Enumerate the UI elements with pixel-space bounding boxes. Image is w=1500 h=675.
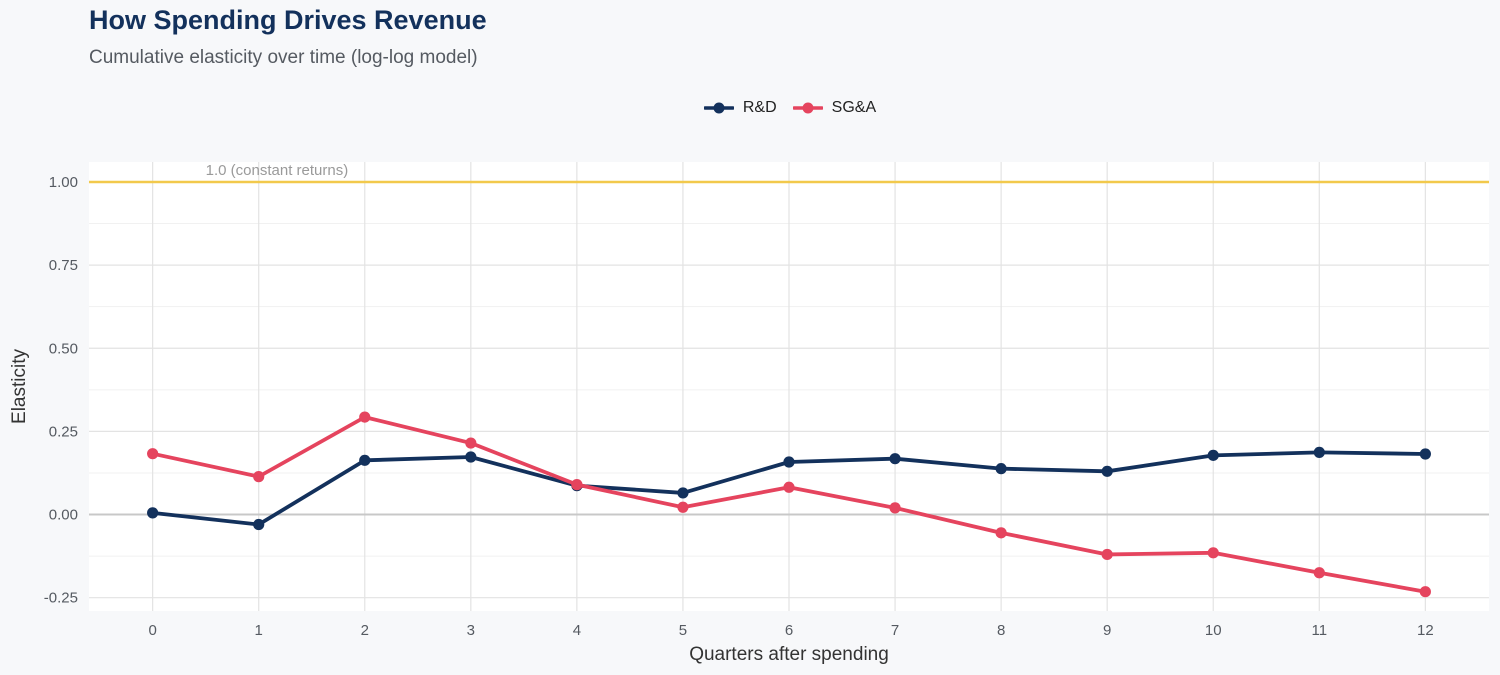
x-tick-label: 12 (1417, 622, 1434, 639)
y-tick-label: 0.50 (49, 340, 78, 357)
chart-title: How Spending Drives Revenue (89, 5, 487, 35)
x-tick-label: 9 (1103, 622, 1111, 639)
y-tick-label: 0.00 (49, 507, 78, 524)
x-tick-label: 4 (573, 622, 581, 639)
series-0-point (783, 456, 795, 468)
y-tick-label: 0.25 (49, 423, 78, 440)
series-1-point (359, 411, 371, 423)
y-tick-label: -0.25 (44, 590, 78, 607)
x-tick-label: 8 (997, 622, 1005, 639)
x-tick-label: 7 (891, 622, 899, 639)
series-1-point (465, 437, 477, 449)
x-tick-label: 10 (1205, 622, 1222, 639)
series-1-point (1419, 586, 1431, 598)
y-tick-label: 0.75 (49, 257, 78, 274)
series-0-point (1101, 465, 1113, 477)
legend-entry-rd: R&D (703, 99, 777, 117)
x-tick-label: 1 (255, 622, 263, 639)
series-1-point (783, 481, 795, 493)
x-tick-label: 2 (361, 622, 369, 639)
x-tick-label: 11 (1312, 622, 1328, 639)
legend-key-rd (703, 102, 734, 114)
series-1-point (889, 502, 901, 514)
series-1-point (1101, 548, 1113, 561)
y-tick-label: 1.00 (49, 174, 78, 191)
series-0-point (1419, 448, 1431, 460)
series-1-point (253, 471, 265, 483)
reference-line-label: 1.0 (constant returns) (206, 162, 349, 179)
legend-label-rd: R&D (742, 99, 777, 116)
legend-label-sga: SG&A (831, 99, 877, 116)
legend-key-sga (792, 102, 823, 114)
series-0-point (677, 487, 689, 499)
x-tick-label: 0 (148, 622, 156, 639)
series-0-point (253, 518, 265, 531)
series-0-point (1313, 446, 1325, 458)
series-0-point (889, 453, 901, 465)
series-0-point (1207, 449, 1219, 461)
series-0-point (359, 454, 371, 466)
series-0-point (147, 507, 159, 519)
series-0-point (465, 451, 477, 463)
series-0-point (995, 463, 1007, 475)
series-1-point (147, 448, 159, 460)
chart-subtitle: Cumulative elasticity over time (log-log… (89, 47, 478, 68)
x-tick-label: 3 (467, 622, 475, 639)
series-1-point (1313, 567, 1325, 579)
series-1-point (995, 527, 1007, 539)
series-1-point (571, 479, 583, 491)
y-axis-title: Elasticity (9, 349, 30, 424)
series-1-point (677, 501, 689, 513)
x-axis-title: Quarters after spending (689, 644, 889, 665)
x-tick-label: 6 (785, 622, 793, 639)
x-tick-label: 5 (679, 622, 687, 639)
legend: R&D SG&A (0, 99, 1500, 117)
series-1-point (1207, 547, 1219, 559)
legend-entry-sga: SG&A (792, 99, 877, 117)
